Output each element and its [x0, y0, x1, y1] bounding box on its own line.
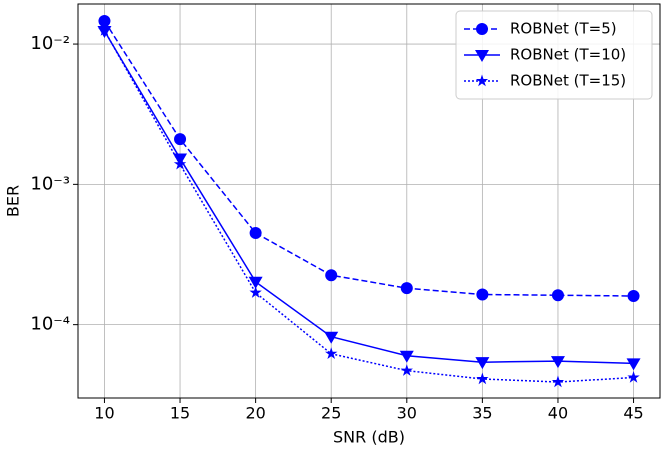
marker: [98, 23, 111, 36]
marker: [627, 290, 640, 303]
marker: [400, 282, 413, 295]
x-tick-label: 35: [472, 404, 492, 423]
y-tick-label: 10⁻³: [30, 173, 70, 194]
marker: [550, 356, 565, 369]
marker: [551, 375, 565, 388]
legend-label: ROBNet (T=10): [510, 46, 626, 64]
legend-box: [455, 10, 653, 100]
marker: [325, 347, 338, 360]
x-tick-label: 45: [623, 404, 643, 423]
x-axis-label: SNR (dB): [333, 428, 405, 447]
marker: [476, 372, 489, 385]
marker: [248, 276, 263, 289]
legend: ROBNet (T=5) ROBNet (T=10) ROBNet (T=15): [455, 10, 653, 100]
series-line: [103, 30, 634, 383]
marker: [475, 74, 489, 87]
y-tick-label: 10⁻⁴: [30, 314, 70, 335]
x-tick-label: 25: [321, 404, 341, 423]
series-line: [103, 20, 634, 297]
x-tick-label: 20: [245, 404, 265, 423]
marker: [551, 289, 564, 302]
x-tick-label: 15: [170, 404, 190, 423]
x-tick-label: 10: [94, 404, 114, 423]
marker: [249, 286, 262, 298]
marker: [173, 157, 187, 170]
marker: [475, 357, 490, 370]
marker: [174, 133, 187, 146]
marker: [399, 350, 414, 363]
y-axis-label: BER: [4, 185, 23, 217]
marker: [98, 15, 111, 28]
marker: [627, 370, 640, 383]
legend-label: ROBNet (T=5): [510, 20, 617, 38]
y-tick-label: 10⁻²: [30, 33, 70, 54]
marker: [476, 23, 488, 35]
marker: [325, 269, 338, 282]
series-line: [103, 30, 634, 365]
plot-frame: [77, 3, 661, 399]
marker: [324, 331, 339, 344]
x-tick-label: 40: [548, 404, 568, 423]
marker: [626, 358, 641, 371]
legend-label: ROBNet (T=15): [510, 72, 626, 90]
marker: [249, 227, 262, 240]
marker: [476, 288, 489, 301]
marker: [475, 50, 489, 62]
marker: [400, 364, 413, 376]
x-tick-label: 30: [397, 404, 417, 423]
